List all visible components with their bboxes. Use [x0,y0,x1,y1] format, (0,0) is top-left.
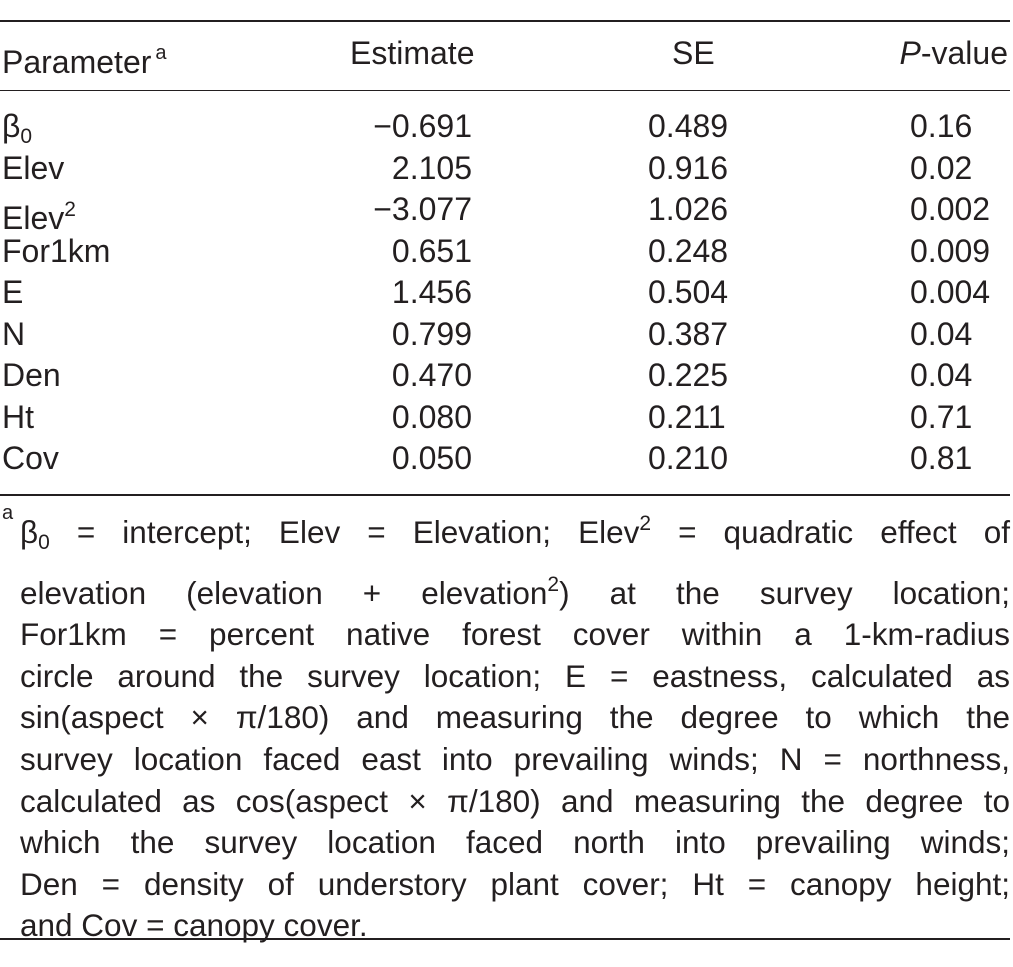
table-row: E 1.456 0.504 0.004 [0,272,1010,314]
table-row: Elev2 −3.077 1.026 0.002 [0,189,1010,236]
footnote-line: circle around the survey location; E = e… [20,657,1010,694]
cell-estimate: 0.799 [391,315,472,352]
header-parameter-note: a [155,42,167,64]
table-row: Elev 2.105 0.916 0.02 [0,148,1010,190]
footnote-line: elevation (elevation + elevation2) at th… [20,572,1010,611]
cell-estimate: 0.050 [391,440,472,476]
header-estimate: Estimate [350,35,475,71]
cell-p-value: 0.002 [910,191,991,227]
footnote-text: β0 = intercept; Elev = Elevation; Elev2 … [20,503,1010,947]
table-header-rule [0,90,1010,91]
cell-p-value: 0.04 [910,357,973,393]
cell-se: 0.210 [648,440,729,476]
table-body: β0 −0.691 0.489 0.16 Elev 2.105 0.916 0.02 Elev2… [0,106,1010,480]
cell-estimate: −0.691 [373,108,472,144]
table-row: Ht 0.080 0.211 0.71 [0,397,1010,439]
cell-se: 1.026 [648,191,729,227]
cell-p-value: 0.16 [910,108,973,144]
footnote-line: sin(aspect × π/180) and measuring the de… [20,699,1010,736]
cell-p-value: 0.71 [910,398,973,435]
table-header: Parameter a Estimate SE P-value [0,28,1010,80]
table-row: β0 −0.691 0.489 0.16 [0,106,1010,148]
footnote-line: and Cov = canopy cover. [20,907,368,944]
cell-p-value: 0.004 [910,274,991,310]
cell-p-value: 0.02 [910,149,973,186]
cell-estimate: −3.077 [373,191,472,227]
cell-p-value: 0.81 [910,440,973,476]
table-footnote-rule [0,494,1010,496]
cell-se: 0.916 [648,149,729,186]
cell-estimate: 0.080 [391,398,472,435]
table-row: Den 0.470 0.225 0.04 [0,355,1010,397]
cell-se: 0.211 [648,398,726,435]
cell-p-value: 0.009 [910,232,991,269]
header-p-value: P-value [899,35,1009,71]
cell-estimate: 0.651 [391,232,472,269]
cell-parameter: Elev2 [2,198,76,236]
footnote-line: Den = density of understory plant cover;… [20,865,1010,902]
cell-parameter: Cov [2,440,59,476]
cell-parameter: Den [2,357,61,393]
footnote-line: calculated as cos(aspect × π/180) and me… [20,782,1010,819]
cell-estimate: 0.470 [391,357,472,393]
cell-parameter: Ht [2,398,34,435]
cell-parameter: Elev [2,149,65,186]
table-row: N 0.799 0.387 0.04 [0,314,1010,356]
footnote-mark: a [2,502,14,524]
cell-se: 0.489 [648,108,729,144]
cell-parameter: E [2,274,24,310]
cell-p-value: 0.04 [910,315,973,352]
table-footnote: a β0 = intercept; Elev = Elevation; Elev… [0,502,1010,947]
cell-se: 0.387 [648,315,729,352]
cell-parameter: β0 [2,108,33,148]
footnote-line: For1km = percent native forest cover wit… [20,616,1010,653]
cell-se: 0.225 [648,357,729,393]
footnote-line: β0 = intercept; Elev = Elevation; Elev2 … [20,512,1010,554]
table-bottom-rule [0,938,1010,940]
cell-parameter: N [2,315,26,352]
header-parameter: Parameter a [2,42,167,80]
cell-parameter: For1km [2,232,111,269]
table-row: For1km 0.651 0.248 0.009 [0,231,1010,273]
cell-estimate: 2.105 [391,149,472,186]
cell-se: 0.248 [648,232,729,269]
table-row: Cov 0.050 0.210 0.81 [0,438,1010,480]
footnote-line: survey location faced east into prevaili… [20,740,1010,777]
cell-estimate: 1.456 [391,274,472,310]
cell-se: 0.504 [648,274,729,310]
footnote-line: which the survey location faced north in… [20,824,1010,861]
table-top-rule [0,20,1010,22]
header-se: SE [672,35,715,71]
